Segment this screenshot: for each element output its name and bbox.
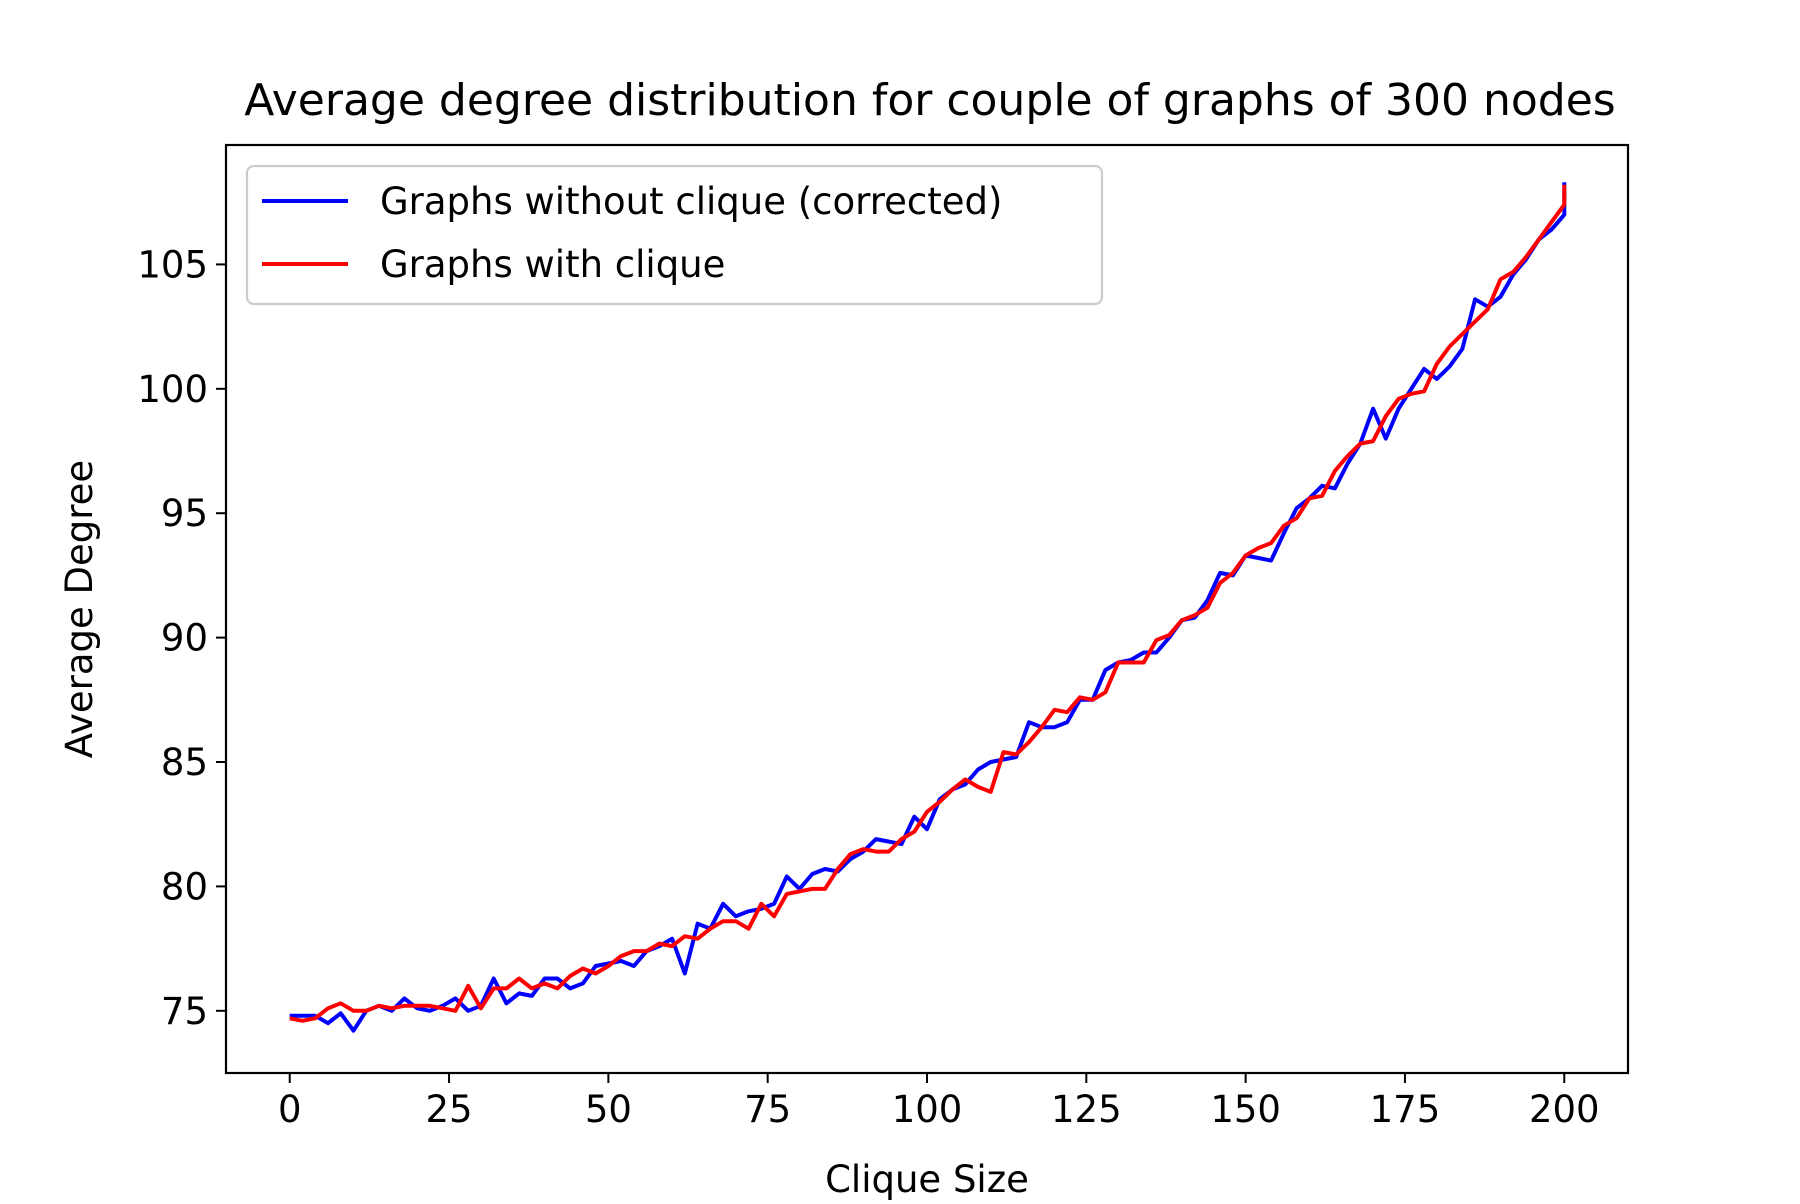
x-tick-label: 100 (892, 1088, 963, 1131)
x-tick-label: 175 (1370, 1088, 1441, 1131)
y-tick-label: 85 (161, 741, 208, 784)
y-tick-label: 80 (161, 865, 208, 908)
y-tick-label: 75 (161, 990, 208, 1033)
x-tick-label: 0 (278, 1088, 302, 1131)
legend-box (245, 164, 1104, 306)
x-axis-label: Clique Size (825, 1158, 1029, 1200)
chart-title: Average degree distribution for couple o… (244, 75, 1615, 126)
x-tick-label: 25 (425, 1088, 472, 1131)
series-line-without-clique (289, 182, 1567, 1033)
y-tick-label: 90 (161, 617, 208, 660)
x-tick-label: 75 (744, 1088, 791, 1131)
y-tick-label: 105 (137, 243, 208, 286)
x-tick-label: 125 (1051, 1088, 1122, 1131)
legend-label-blue: Graphs without clique (corrected) (380, 180, 1002, 223)
x-tick-label: 50 (585, 1088, 632, 1131)
x-tick-label: 150 (1210, 1088, 1281, 1131)
legend: Graphs without clique (corrected) Graphs… (245, 164, 1104, 306)
y-tick-label: 95 (161, 492, 208, 535)
y-axis-label: Average Degree (58, 460, 101, 758)
x-axis: 0 25 50 75 100 125 150 175 200 (278, 1073, 1600, 1131)
legend-label-red: Graphs with clique (380, 243, 725, 286)
plot-lines (289, 182, 1567, 1033)
y-tick-label: 100 (137, 368, 208, 411)
x-tick-label: 200 (1529, 1088, 1600, 1131)
series-line-with-clique (289, 184, 1567, 1023)
y-axis: 75 80 85 90 95 100 105 (137, 243, 226, 1033)
